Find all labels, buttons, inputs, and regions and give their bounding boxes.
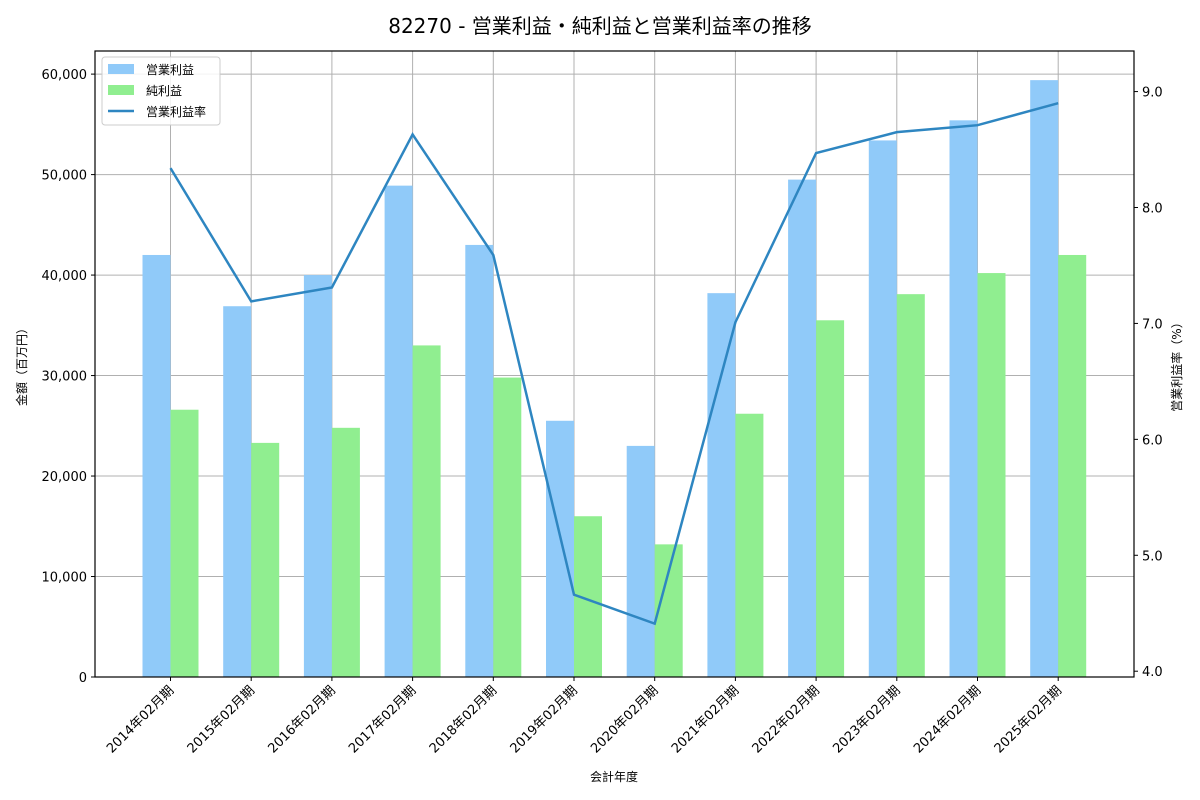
x-tick-label: 2014年02月期: [104, 683, 177, 756]
x-tick-label: 2022年02月期: [750, 683, 823, 756]
bar-operating-profit: [788, 179, 817, 677]
y-tick-label: 0: [79, 671, 87, 686]
x-tick-label: 2019年02月期: [508, 683, 581, 756]
y-tick-label: 60,000: [42, 68, 88, 83]
bar-operating-profit: [142, 254, 171, 677]
bar-series: [142, 80, 1087, 677]
bar-net-profit: [412, 345, 441, 677]
bar-net-profit: [896, 294, 925, 677]
x-axis-ticks: 2014年02月期 2015年02月期 2016年02月期 2017年02月期 2018…: [104, 677, 1065, 757]
right-axis-ticks: 4.0 5.0 6.0 7.0 8.0 9.0: [1134, 86, 1163, 680]
bar-net-profit: [251, 442, 280, 677]
bar-net-profit: [816, 320, 845, 677]
chart-title: 82270 - 営業利益・純利益と営業利益率の推移: [388, 14, 812, 38]
bar-operating-profit: [949, 120, 978, 677]
left-axis-ticks: 0 10,000 20,000 30,000 40,000 50,000 60,000: [42, 68, 95, 686]
y2-tick-label: 4.0: [1142, 665, 1163, 680]
bar-operating-profit: [546, 420, 574, 677]
y2-tick-label: 6.0: [1142, 433, 1163, 448]
line-series: [169, 101, 1059, 626]
bar-net-profit: [735, 413, 764, 677]
bar-operating-profit: [707, 293, 736, 677]
bar-net-profit: [977, 273, 1006, 677]
y2-tick-label: 9.0: [1142, 86, 1163, 101]
legend-swatch-operating-profit: [108, 64, 134, 74]
y2-axis-label: 営業利益率（%）: [1169, 316, 1184, 411]
x-tick-label: 2021年02月期: [669, 683, 742, 756]
y-tick-label: 50,000: [42, 169, 88, 184]
legend-label-operating-margin: 営業利益率: [146, 104, 206, 119]
x-tick-label: 2017年02月期: [346, 683, 419, 756]
bar-operating-profit: [626, 445, 655, 677]
bar-operating-profit: [1030, 80, 1059, 677]
bar-net-profit: [170, 409, 199, 677]
bar-operating-profit: [223, 306, 252, 677]
y-tick-label: 40,000: [42, 269, 88, 284]
y-axis-label: 金額（百万円）: [14, 322, 29, 406]
legend-label-operating-profit: 営業利益: [146, 63, 194, 77]
bar-operating-profit: [303, 275, 332, 677]
x-tick-label: 2025年02月期: [992, 683, 1065, 756]
y2-tick-label: 8.0: [1142, 202, 1163, 217]
bar-operating-profit: [384, 185, 413, 677]
x-tick-label: 2018年02月期: [427, 683, 500, 756]
bar-net-profit: [1058, 254, 1087, 677]
y-tick-label: 20,000: [42, 470, 88, 485]
bar-operating-profit: [465, 244, 494, 677]
x-axis-label: 会計年度: [590, 769, 638, 784]
x-tick-label: 2024年02月期: [911, 683, 984, 756]
x-tick-label: 2023年02月期: [830, 683, 903, 756]
x-tick-label: 2015年02月期: [185, 683, 258, 756]
bar-operating-profit: [868, 140, 897, 677]
operating-margin-line: [169, 101, 1059, 626]
plot-frame: [94, 50, 1135, 678]
bar-net-profit: [331, 427, 360, 677]
y2-tick-label: 5.0: [1142, 549, 1163, 564]
bar-net-profit: [493, 377, 522, 677]
x-tick-label: 2020年02月期: [588, 683, 661, 756]
legend-swatch-net-profit: [108, 85, 134, 95]
y-tick-label: 30,000: [42, 370, 88, 385]
y2-tick-label: 7.0: [1142, 317, 1163, 332]
x-tick-label: 2016年02月期: [265, 683, 338, 756]
y-tick-label: 10,000: [42, 571, 88, 586]
legend-label-net-profit: 純利益: [146, 84, 182, 98]
